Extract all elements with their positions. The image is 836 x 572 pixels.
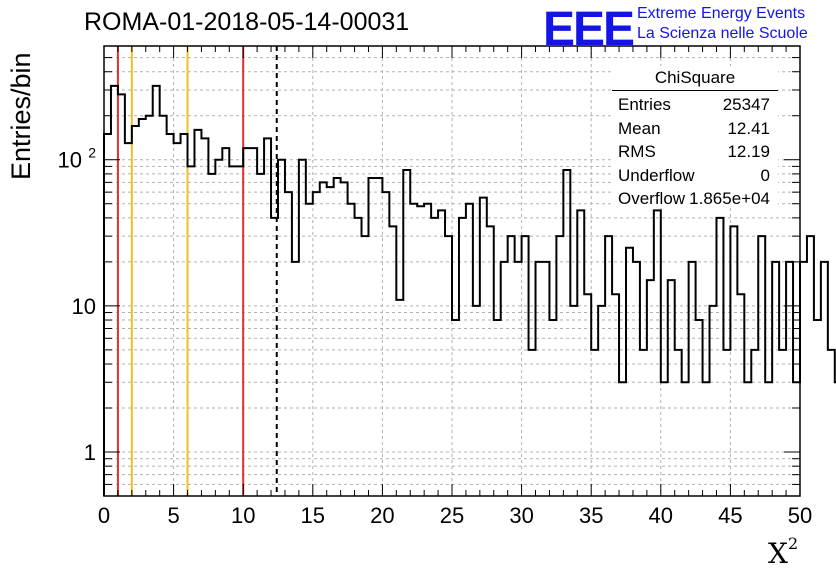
stats-value: 12.19 — [727, 142, 770, 161]
stats-row-rms: RMS 12.19 — [612, 140, 778, 164]
y-axis-label: Entries/bin — [6, 52, 36, 180]
histogram-line — [103, 84, 836, 496]
x-tick-label: 40 — [649, 503, 673, 528]
stats-value: 1.865e+04 — [689, 189, 770, 208]
stats-row-mean: Mean 12.41 — [612, 117, 778, 141]
x-axis-label: X2 — [768, 534, 798, 570]
y-tick-label: 1 — [84, 440, 96, 465]
x-tick-label: 45 — [718, 503, 742, 528]
stats-box: ChiSquare Entries 25347 Mean 12.41 RMS 1… — [612, 66, 778, 208]
x-axis-label-superscript: 2 — [787, 534, 799, 553]
axes-frame — [103, 45, 801, 497]
stats-box-title: ChiSquare — [612, 66, 778, 91]
x-tick-label: 15 — [301, 503, 325, 528]
x-tick-label: 30 — [509, 503, 533, 528]
stats-label: Entries — [618, 95, 671, 114]
stats-value: 25347 — [722, 95, 770, 114]
x-tick-label: 0 — [98, 503, 110, 528]
stats-row-underflow: Underflow 0 — [612, 164, 778, 188]
x-tick-label: 25 — [440, 503, 464, 528]
stats-label: Underflow — [618, 165, 695, 185]
stats-label: Mean — [618, 118, 661, 138]
x-axis-label-base: X — [768, 537, 788, 570]
x-tick-label: 50 — [788, 503, 812, 528]
stats-label: RMS — [618, 142, 656, 161]
x-tick-label: 35 — [579, 503, 603, 528]
vertical-marker-lines — [116, 46, 278, 496]
stats-row-overflow: Overflow 1.865e+04 — [612, 187, 778, 211]
stats-row-entries: Entries 25347 — [612, 93, 778, 117]
histogram-series — [103, 84, 836, 496]
y-tick-label-exponent: 2 — [88, 145, 96, 161]
x-tick-label: 20 — [370, 503, 394, 528]
chart-title: ROMA-01-2018-05-14-00031 — [84, 8, 410, 36]
eee-logo-icon: EEE — [543, 3, 635, 56]
stats-value: 0 — [760, 165, 770, 185]
x-tick-label: 5 — [167, 503, 179, 528]
logo-line-1: Extreme Energy Events — [637, 5, 806, 22]
tick-labels: 0 5 10 15 20 25 30 35 40 45 50 1 10 10 2 — [58, 145, 813, 528]
stats-value: 12.41 — [727, 118, 770, 138]
y-tick-label: 10 — [58, 148, 82, 173]
logo-line-2: La Scienza nelle Scuole — [637, 25, 808, 42]
logo-caption: Extreme Energy Events La Scienza nelle S… — [637, 4, 808, 44]
x-tick-label: 10 — [231, 503, 255, 528]
stats-label: Overflow — [618, 189, 686, 208]
y-tick-label: 10 — [72, 294, 96, 319]
